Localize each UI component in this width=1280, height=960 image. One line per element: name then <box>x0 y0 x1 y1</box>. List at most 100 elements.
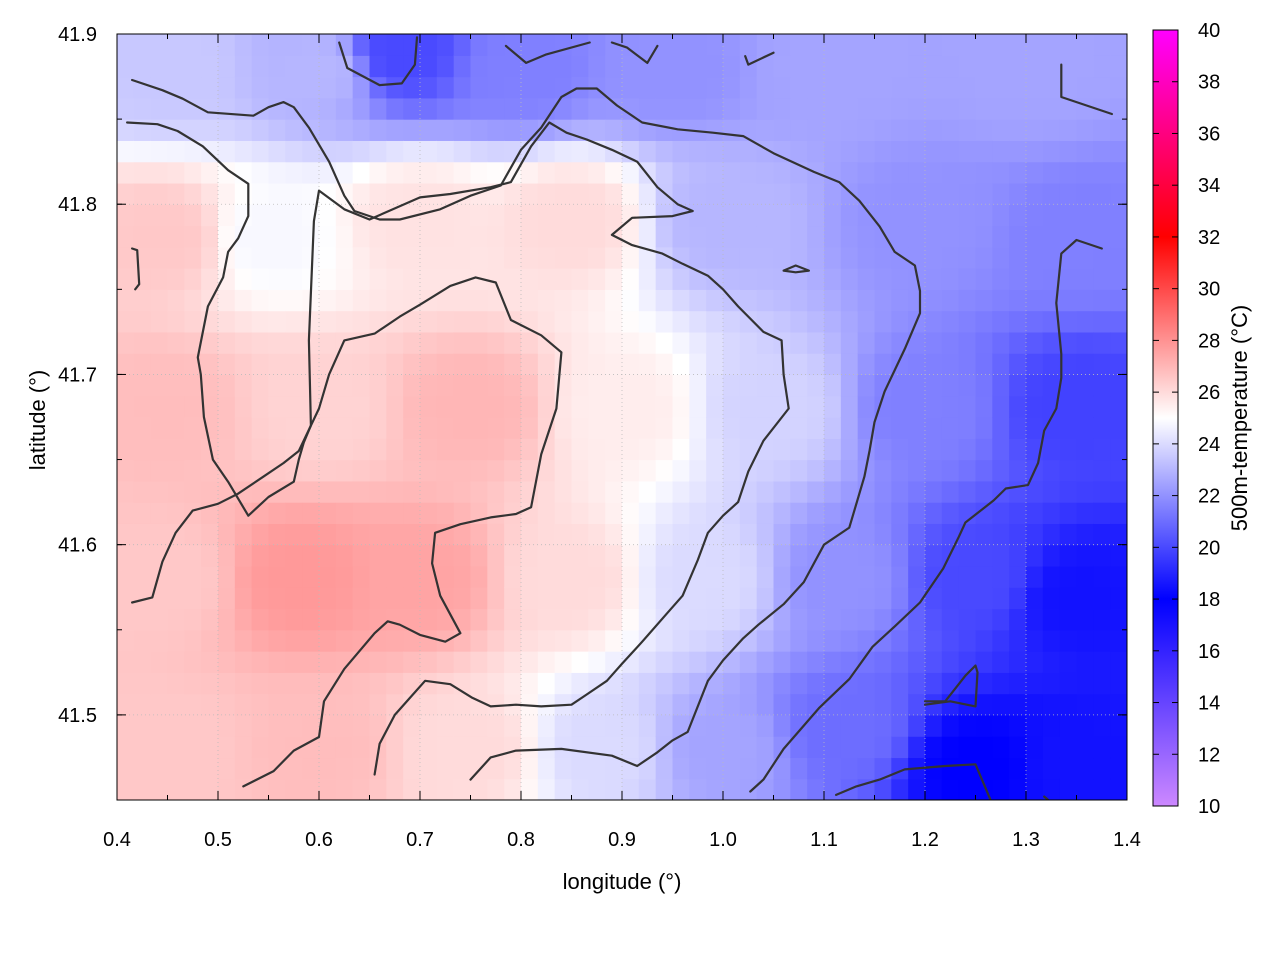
heat-cell <box>302 544 320 567</box>
heat-cell <box>807 693 825 716</box>
heat-cell <box>150 140 169 163</box>
heat-cell <box>958 225 977 248</box>
heat-cell <box>874 97 892 120</box>
heat-cell <box>975 565 993 588</box>
heat-cell <box>571 693 589 716</box>
heat-cell <box>655 757 674 780</box>
heat-cell <box>588 672 606 695</box>
heat-cell <box>588 438 606 461</box>
heat-cell <box>790 182 808 205</box>
heat-cell <box>655 480 674 503</box>
heat-cell <box>554 502 573 524</box>
heat-cell <box>840 268 859 290</box>
heat-cell <box>706 140 724 163</box>
heat-cell <box>739 417 758 439</box>
heat-cell <box>369 629 387 652</box>
heat-cell <box>874 55 892 78</box>
heat-cell <box>1026 651 1044 673</box>
heat-cell <box>1009 246 1027 269</box>
heat-cell <box>234 331 253 354</box>
heat-cell <box>790 693 808 716</box>
heat-cell <box>285 736 303 759</box>
heat-cell <box>201 757 219 780</box>
heat-cell <box>285 34 303 56</box>
heat-cell <box>992 225 1010 248</box>
heat-cell <box>622 672 640 695</box>
heat-cell <box>706 714 724 737</box>
heat-cell <box>504 587 522 610</box>
heat-cell <box>1110 289 1127 312</box>
heat-cell <box>622 289 640 312</box>
heat-cell <box>1110 246 1127 269</box>
heat-cell <box>302 523 320 546</box>
heat-cell <box>167 268 185 290</box>
heat-cell <box>1076 757 1094 780</box>
heat-cell <box>605 565 623 588</box>
heat-cell <box>302 565 320 588</box>
heat-cell <box>133 97 152 120</box>
heat-cell <box>1009 34 1027 56</box>
heat-cell <box>150 608 169 631</box>
heat-cell <box>723 608 741 631</box>
heat-cell <box>571 161 589 184</box>
heat-cell <box>739 289 758 312</box>
heat-cell <box>133 565 152 588</box>
heat-cell <box>689 587 707 610</box>
heat-cell <box>335 502 354 524</box>
heat-cell <box>672 757 690 780</box>
heat-cell <box>588 204 606 227</box>
heat-cell <box>453 119 472 141</box>
heat-cell <box>723 672 741 695</box>
heat-cell <box>638 268 657 290</box>
heat-cell <box>251 353 270 376</box>
heat-cell <box>268 587 286 610</box>
heat-cell <box>117 565 135 588</box>
heat-cell <box>554 608 573 631</box>
heat-cell <box>958 480 977 503</box>
heat-cell <box>925 438 943 461</box>
heat-cell <box>622 778 640 800</box>
heat-cell <box>925 736 943 759</box>
heat-cell <box>184 289 202 312</box>
heat-cell <box>386 736 404 759</box>
heat-cell <box>588 225 606 248</box>
heat-cell <box>840 97 859 120</box>
heat-cell <box>1059 119 1078 141</box>
heat-cell <box>234 651 253 673</box>
heat-cell <box>908 140 926 163</box>
heat-cell <box>1009 587 1027 610</box>
heat-cell <box>504 119 522 141</box>
heat-cell <box>857 182 876 205</box>
heat-cell <box>1009 161 1027 184</box>
heat-cell <box>1076 480 1094 503</box>
colorbar-title: 500m-temperature (°C) <box>1227 305 1252 531</box>
heat-cell <box>167 289 185 312</box>
heat-cell <box>234 353 253 376</box>
heat-cell <box>234 395 253 418</box>
heat-cell <box>925 331 943 354</box>
heat-cell <box>807 140 825 163</box>
heat-cell <box>975 310 993 333</box>
heat-cell <box>319 289 337 312</box>
heat-cell <box>521 565 539 588</box>
heat-cell <box>487 629 505 652</box>
heat-cell <box>470 736 488 759</box>
heat-cell <box>1110 182 1127 205</box>
heat-cell <box>150 714 169 737</box>
heat-cell <box>150 289 169 312</box>
heat-cell <box>150 310 169 333</box>
heat-cell <box>992 672 1010 695</box>
heat-cell <box>167 459 185 482</box>
heat-cell <box>201 55 219 78</box>
heat-cell <box>453 225 472 248</box>
heat-cell <box>723 204 741 227</box>
heat-cell <box>807 310 825 333</box>
heat-cell <box>234 736 253 759</box>
heat-cell <box>992 268 1010 290</box>
heat-cell <box>487 587 505 610</box>
heat-cell <box>504 608 522 631</box>
heat-cell <box>436 119 455 141</box>
heat-cell <box>992 417 1010 439</box>
heat-cell <box>1110 225 1127 248</box>
heat-cell <box>487 34 505 56</box>
